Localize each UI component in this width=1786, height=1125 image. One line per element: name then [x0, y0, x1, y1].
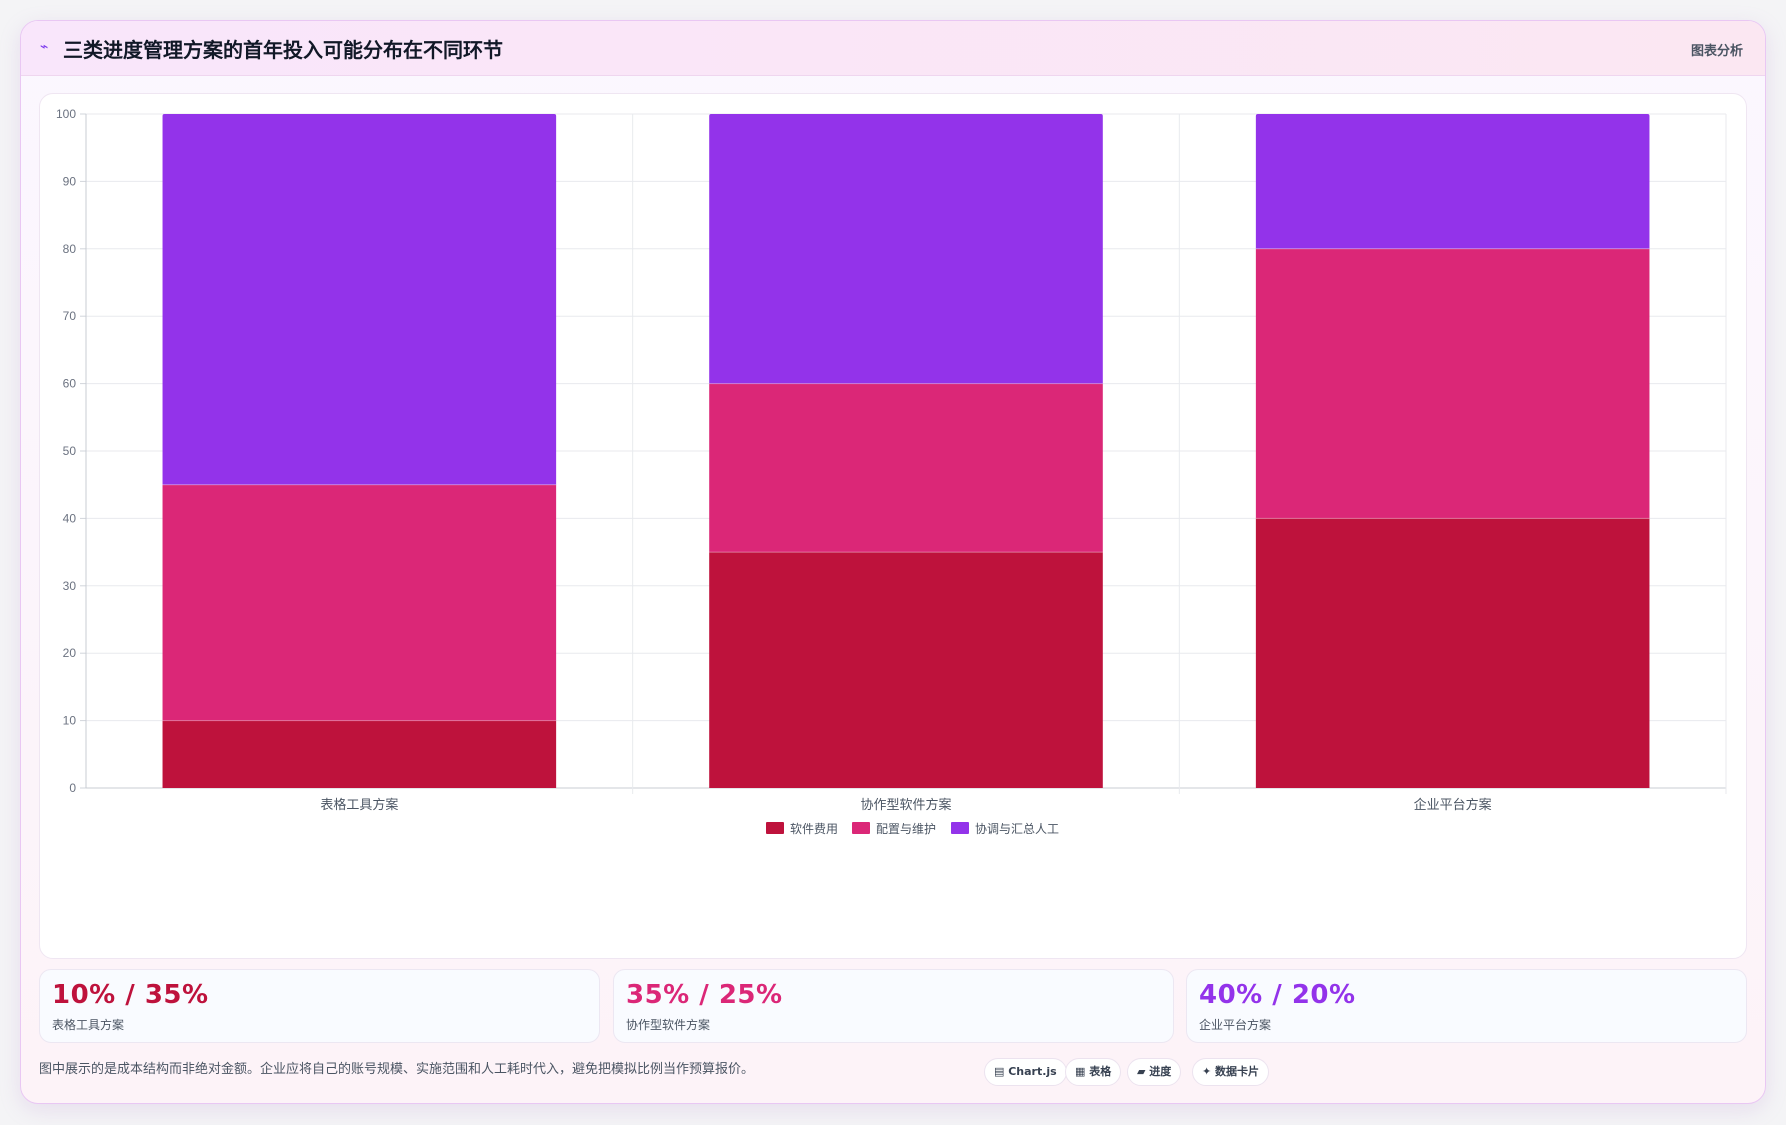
- y-tick-label: 20: [63, 646, 77, 660]
- stat-label: 企业平台方案: [1199, 1018, 1272, 1032]
- stat-label: 表格工具方案: [52, 1018, 125, 1032]
- y-tick-label: 70: [63, 309, 77, 323]
- legend-label: 协调与汇总人工: [975, 821, 1059, 836]
- stat-card-spreadsheet: 10% / 35% 表格工具方案: [39, 969, 600, 1043]
- legend-label: 配置与维护: [876, 822, 936, 836]
- footnote: 图中展示的是成本结构而非绝对金额。企业应将自己的账号规模、实施范围和人工耗时代入…: [39, 1062, 755, 1077]
- y-tick-label: 50: [63, 444, 77, 458]
- stat-value: 40% / 20%: [1199, 980, 1356, 1010]
- bar-segment: [709, 114, 1103, 384]
- stacked-bar-chart: 0 10 20 30 40 50 60 70 80 90 100 表格工具方案 协作型软件方案 企业平台方…: [56, 107, 1727, 836]
- y-tick-label: 10: [63, 714, 77, 728]
- bar-segment: [1255, 114, 1650, 249]
- chip-table[interactable]: ▦ 表格: [1065, 1058, 1122, 1086]
- y-tick-label: 90: [63, 174, 77, 188]
- chart-panel: 0 10 20 30 40 50 60 70 80 90 100 表格工具方案 协作型软件方案 企业平台方…: [39, 93, 1747, 959]
- stat-card-collaboration: 35% / 25% 协作型软件方案: [613, 969, 1174, 1043]
- stat-value: 35% / 25%: [626, 980, 783, 1010]
- x-tick-label: 表格工具方案: [320, 797, 398, 812]
- stat-card-enterprise: 40% / 20% 企业平台方案: [1186, 969, 1747, 1043]
- legend-label: 软件费用: [790, 822, 838, 836]
- chart-analysis-badge: 图表分析: [1690, 44, 1743, 59]
- y-tick-label: 100: [56, 107, 76, 121]
- y-tick-label: 0: [69, 781, 76, 795]
- y-tick-label: 60: [63, 377, 77, 391]
- y-tick-label: 40: [63, 511, 77, 525]
- stat-label: 协作型软件方案: [626, 1018, 711, 1032]
- bar-segment: [709, 383, 1103, 553]
- y-tick-label: 30: [63, 579, 77, 593]
- bar-segment: [1255, 248, 1650, 519]
- legend-swatch: [852, 822, 870, 834]
- chart-card: ⌁ 三类进度管理方案的首年投入可能分布在不同环节 图表分析 0 10 20 30 40 5…: [20, 20, 1766, 1104]
- bar-segment: [162, 720, 557, 788]
- bar-segment: [162, 114, 557, 485]
- bar-segment: [162, 484, 557, 721]
- bar-segment: [1255, 518, 1650, 788]
- x-tick-label: 企业平台方案: [1414, 797, 1492, 812]
- chip-data-card[interactable]: ✦ 数据卡片: [1192, 1058, 1270, 1086]
- x-tick-label: 协作型软件方案: [860, 797, 951, 812]
- y-tick-label: 80: [63, 242, 77, 256]
- stat-value: 10% / 35%: [52, 980, 209, 1010]
- legend-swatch: [951, 822, 969, 834]
- page-title: 三类进度管理方案的首年投入可能分布在不同环节: [63, 38, 503, 62]
- card-header: ⌁ 三类进度管理方案的首年投入可能分布在不同环节 图表分析: [21, 21, 1765, 76]
- chip-chartjs[interactable]: ▤ Chart.js: [984, 1058, 1067, 1086]
- legend-swatch: [766, 822, 784, 834]
- wave-icon: ⌁: [40, 39, 49, 55]
- bar-segment: [709, 552, 1103, 788]
- chip-progress[interactable]: ▰ 进度: [1127, 1058, 1182, 1086]
